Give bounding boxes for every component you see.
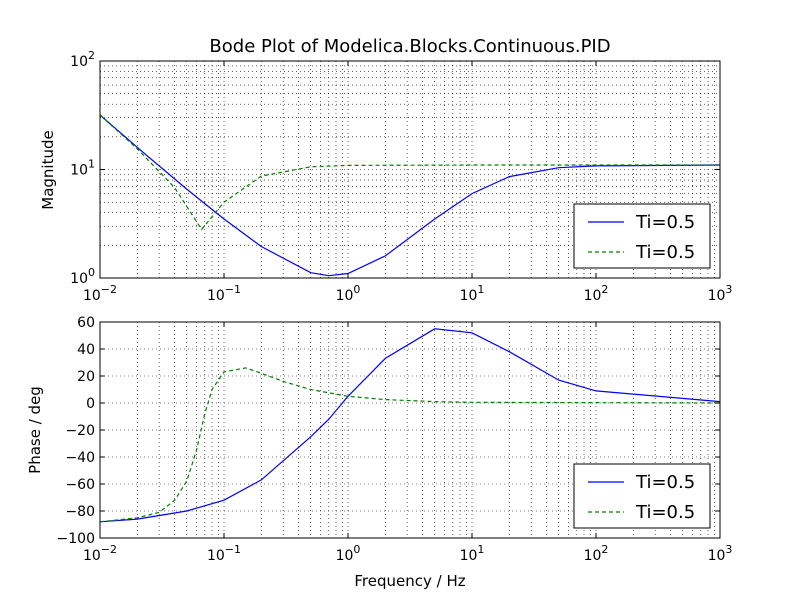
frequency-axis-label: Frequency / Hz [354, 572, 465, 590]
y-tick-label: −80 [65, 504, 95, 520]
y-tick-label: 102 [70, 49, 95, 70]
y-tick-label: 20 [77, 369, 95, 385]
x-tick-label: 101 [460, 543, 485, 564]
legend-label-2: Ti=0.5 [635, 502, 695, 523]
series-line-2 [99, 367, 721, 523]
y-tick-label: 60 [77, 315, 95, 331]
phase-axis-label: Phase / deg [26, 386, 44, 474]
phase-plot: 10−2 10−1 100 101 102 103 60 40 20 0 −20 −40 −60 −80 −… [57, 315, 733, 564]
x-tick-label: 10−2 [83, 283, 117, 304]
legend-box [573, 463, 711, 529]
legend-label-1: Ti=0.5 [635, 472, 695, 493]
series-line-2 [99, 114, 720, 231]
y-tick-label: −60 [65, 477, 95, 493]
y-tick-label: 100 [70, 266, 95, 287]
y-tick-label: 40 [77, 342, 95, 358]
y-tick-label: 0 [86, 396, 95, 412]
x-tick-label: 10−1 [207, 283, 241, 304]
chart-title: Bode Plot of Modelica.Blocks.Continuous.… [209, 36, 610, 57]
legend-box [573, 203, 711, 269]
series-line-1 [99, 328, 721, 523]
x-tick-label: 100 [336, 283, 361, 304]
x-tick-label: 102 [584, 283, 609, 304]
x-tick-label: 100 [336, 543, 361, 564]
magnitude-axis-label: Magnitude [39, 130, 57, 209]
x-tick-label: 102 [584, 543, 609, 564]
y-tick-label: −100 [57, 531, 95, 547]
x-tick-label: 103 [708, 283, 733, 304]
y-tick-label: −20 [65, 423, 95, 439]
x-tick-label: 10−2 [83, 543, 117, 564]
y-tick-label: 101 [70, 158, 95, 179]
magnitude-plot: 10−2 10−1 100 101 102 103100101102Ti=0.5Ti=0.… [70, 49, 732, 304]
legend-label-2: Ti=0.5 [635, 242, 695, 263]
x-tick-label: 10−1 [207, 543, 241, 564]
x-tick-label: 101 [460, 283, 485, 304]
y-tick-label: −40 [65, 450, 95, 466]
x-tick-label: 103 [708, 543, 733, 564]
legend: Ti=0.5 Ti=0.5 [573, 463, 711, 529]
legend-label-1: Ti=0.5 [635, 212, 695, 233]
legend: Ti=0.5 Ti=0.5 [573, 203, 711, 269]
